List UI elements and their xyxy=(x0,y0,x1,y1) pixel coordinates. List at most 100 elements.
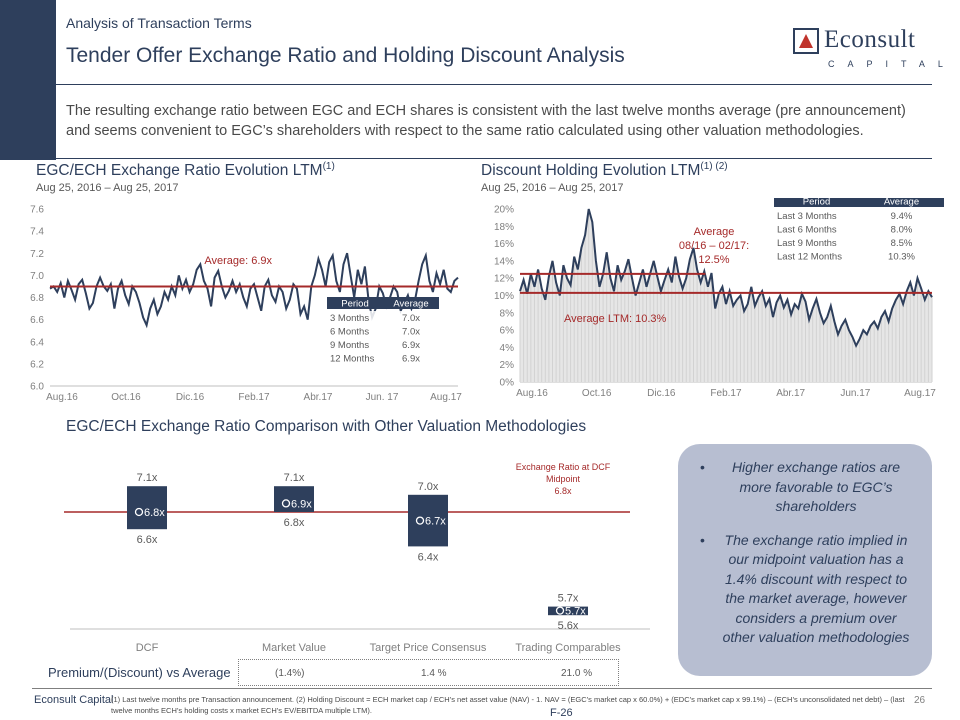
y-tick-label: 7.2 xyxy=(30,249,44,260)
reference-label: Midpoint xyxy=(546,474,581,484)
table-period: Last 3 Months xyxy=(777,211,837,222)
table-row-bg xyxy=(327,351,439,365)
y-tick-label: 6% xyxy=(500,326,515,337)
logo-mark-icon xyxy=(793,28,819,54)
chart2-title-block: Discount Holding Evolution LTM(1) (2) xyxy=(481,161,728,180)
category-label: Market Value xyxy=(262,642,326,654)
y-tick-label: 7.6 xyxy=(30,205,44,216)
footer-divider xyxy=(32,688,932,689)
table-header: Average xyxy=(884,198,919,208)
page-title: Tender Offer Exchange Ratio and Holding … xyxy=(66,44,625,67)
midpoint-marker xyxy=(134,507,144,517)
table-period: Last 12 Months xyxy=(777,252,842,263)
period-average-label: 08/16 – 02/17: xyxy=(679,240,749,252)
chart2-title-sup: (1) (2) xyxy=(700,161,728,172)
x-tick-label: Aug.16 xyxy=(46,392,78,403)
chart3-title: EGC/ECH Exchange Ratio Comparison with O… xyxy=(66,418,587,435)
range-low-label: 6.6x xyxy=(137,534,158,546)
y-tick-label: 6.6 xyxy=(30,315,44,326)
table-header: Period xyxy=(803,198,830,208)
callout-list: Higher exchange ratios are more favorabl… xyxy=(696,458,914,648)
callout-bullet: Higher exchange ratios are more favorabl… xyxy=(696,458,914,517)
title-divider xyxy=(56,84,932,85)
category-label: Trading Comparables xyxy=(515,642,621,654)
discount-holding-chart: 0% 2% 4% 6% 8% 10% 12% 14% 16% 18% 20% Aug.16 Oct.16… xyxy=(494,198,944,399)
x-tick-label: Aug.17 xyxy=(904,388,936,399)
table-row-bg xyxy=(774,222,944,236)
table-period: Last 6 Months xyxy=(777,225,837,236)
logo-triangle-icon xyxy=(799,34,813,48)
average-label: Average: 6.9x xyxy=(204,255,272,267)
reference-label: Exchange Ratio at DCF xyxy=(516,462,611,472)
table-header-bg xyxy=(774,198,944,207)
x-tick-label: Dic.16 xyxy=(176,392,205,403)
exchange-ratio-chart: 6.0 6.2 6.4 6.6 6.8 7.0 7.2 7.4 7.6 Aug.16 Oct.16 D… xyxy=(30,205,462,404)
page-number: 26 xyxy=(914,695,926,706)
period-average-label: 12.5% xyxy=(698,254,729,266)
x-tick-label: Feb.17 xyxy=(238,392,270,403)
period-average-label: Average xyxy=(694,226,735,238)
table-period: 12 Months xyxy=(330,354,375,365)
x-tick-label: Abr.17 xyxy=(776,388,805,399)
premium-value-target: 1.4 % xyxy=(421,668,447,679)
midpoint-marker xyxy=(415,516,425,525)
chart2-subtitle: Aug 25, 2016 – Aug 25, 2017 xyxy=(481,182,624,194)
premium-box: (1.4%) 1.4 % 21.0 % xyxy=(238,659,619,686)
y-tick-label: 10% xyxy=(494,291,514,302)
y-tick-label: 4% xyxy=(500,343,515,354)
range-high-label: 7.1x xyxy=(137,472,158,484)
logo-name: Econsult xyxy=(824,26,916,53)
table-average: 9.4% xyxy=(891,211,913,222)
x-tick-label: Oct.16 xyxy=(582,388,612,399)
table-average: 8.5% xyxy=(891,238,913,249)
range-low-label: 6.4x xyxy=(418,551,439,563)
chart1-title-sup: (1) xyxy=(322,161,335,172)
premium-value-trading: 21.0 % xyxy=(561,668,593,679)
footer-org: Econsult Capital xyxy=(34,694,114,706)
midpoint-marker xyxy=(555,606,565,615)
page-code: F-26 xyxy=(550,707,573,719)
y-tick-label: 6.2 xyxy=(30,359,44,370)
average-label: Average LTM: 10.3% xyxy=(564,313,667,325)
reference-label: 6.8x xyxy=(554,486,572,496)
y-tick-label: 6.8 xyxy=(30,293,44,304)
series-line xyxy=(519,208,933,349)
table-average: 6.9x xyxy=(402,354,420,365)
table-period: Last 9 Months xyxy=(777,238,837,249)
x-tick-label: Oct.16 xyxy=(111,392,141,403)
intro-paragraph: The resulting exchange ratio between EGC… xyxy=(66,103,906,139)
category-label: Target Price Consensus xyxy=(370,642,487,654)
midpoint-marker xyxy=(281,499,291,508)
x-tick-label: Aug.16 xyxy=(516,388,548,399)
table-average: 7.0x xyxy=(402,313,420,324)
midpoint-label: 6.7x xyxy=(425,516,446,528)
footer-note: (1) Last twelve months pre Transaction a… xyxy=(111,695,905,715)
table-average: 10.3% xyxy=(888,252,915,263)
range-high-label: 7.1x xyxy=(284,472,305,484)
table-row-bg xyxy=(327,338,439,351)
logo-subtitle: CAPITAL xyxy=(828,59,956,69)
y-tick-label: 8% xyxy=(500,308,515,319)
range-bar xyxy=(548,606,588,616)
x-tick-label: Feb.17 xyxy=(710,388,742,399)
midpoint-label: 6.8x xyxy=(144,507,165,519)
midpoint-label: 5.7x xyxy=(565,606,586,618)
range-bar xyxy=(274,486,314,512)
y-tick-label: 7.0 xyxy=(30,271,44,282)
table-average: 6.9x xyxy=(402,340,420,351)
table-header-bg xyxy=(327,297,439,309)
range-high-label: 5.7x xyxy=(558,593,579,605)
y-tick-label: 7.4 xyxy=(30,227,44,238)
table-average: 7.0x xyxy=(402,327,420,338)
table-period: 6 Months xyxy=(330,327,369,338)
x-tick-label: Dic.16 xyxy=(647,388,676,399)
table-period: 3 Months xyxy=(330,313,369,324)
table-period: 9 Months xyxy=(330,340,369,351)
methodology-comparison-chart: Exchange Ratio at DCF Midpoint 6.8x 7.1x 6.6… xyxy=(64,462,650,654)
y-tick-label: 0% xyxy=(500,378,515,389)
range-low-label: 5.6x xyxy=(558,620,579,632)
category-label: DCF xyxy=(136,642,159,654)
y-tick-label: 16% xyxy=(494,239,514,250)
table-row-bg xyxy=(774,209,944,222)
y-tick-label: 18% xyxy=(494,222,514,233)
